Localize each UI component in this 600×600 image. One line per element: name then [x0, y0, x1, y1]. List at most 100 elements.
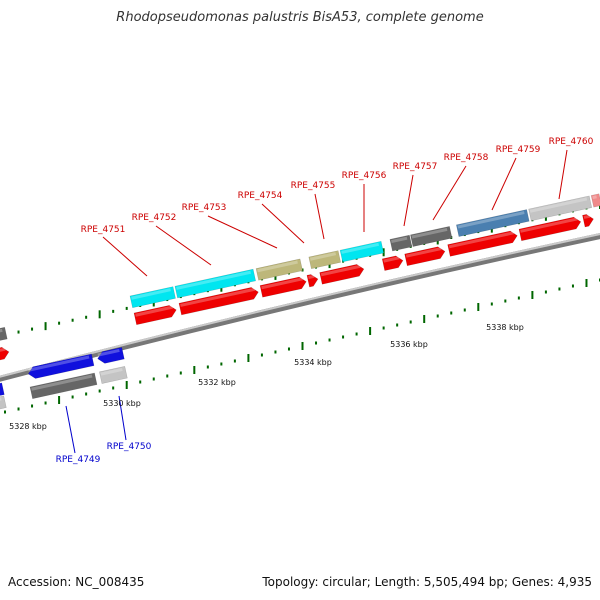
gene-callout-line: [403, 174, 414, 227]
minor-tick: [274, 350, 277, 354]
feature-shine: [391, 236, 408, 244]
gene-callout-line: [314, 193, 325, 240]
feature-shine: [529, 197, 588, 213]
gene-rpe-4757-category[interactable]: [389, 234, 413, 252]
gene-label-rpe-4755[interactable]: RPE_4755: [291, 181, 336, 191]
gene-next-category[interactable]: [590, 193, 600, 208]
minor-tick: [490, 302, 493, 306]
gene-callouts: RPE_4751 RPE_4752 RPE_4753 RPE_4754 RPE_4755…: [56, 137, 594, 465]
gene-next-cds[interactable]: [582, 213, 594, 228]
minor-tick: [206, 365, 209, 369]
gene-rpe-4752-cds[interactable]: [178, 286, 260, 316]
feature-shine: [0, 347, 6, 353]
gene-label-rpe-4753[interactable]: RPE_4753: [182, 203, 227, 213]
gene-prev-cds[interactable]: [0, 346, 10, 362]
position-label: 5336 kbp: [390, 340, 428, 349]
gene-rpe-4751-category[interactable]: [129, 286, 176, 309]
position-labels: 5328 kbp 5330 kbp 5332 kbp 5334 kbp 5336 kbp…: [9, 323, 524, 431]
minor-tick: [287, 347, 290, 351]
gene-label-rpe-4749[interactable]: RPE_4749: [56, 455, 101, 465]
position-label: 5332 kbp: [198, 378, 236, 387]
gene-callout-line: [65, 405, 76, 454]
minor-tick: [85, 392, 88, 396]
gene-callout-line: [102, 236, 148, 277]
gene-rpe-4755-category[interactable]: [308, 250, 341, 270]
minor-tick: [125, 306, 128, 310]
feature-shine: [0, 397, 2, 402]
page-title: Rhodopseudomonas palustris BisA53, compl…: [116, 10, 484, 25]
minor-tick: [71, 395, 74, 399]
left-reverse-category-fragment: [0, 395, 7, 411]
left-cds-fragment: [0, 346, 10, 362]
gene-rpe-4749-category[interactable]: [29, 372, 98, 400]
major-tick: [98, 310, 101, 319]
gene-rpe-4751-cds[interactable]: [133, 304, 178, 326]
gene-label-rpe-4756[interactable]: RPE_4756: [342, 171, 387, 181]
minor-tick: [571, 284, 574, 288]
minor-tick: [409, 320, 412, 324]
gene-rpe-4756-category[interactable]: [339, 240, 384, 263]
gene-label-rpe-4758[interactable]: RPE_4758: [444, 153, 489, 163]
gene-rpe-4753-cds[interactable]: [259, 276, 308, 298]
gene-rpe-4758-category[interactable]: [410, 226, 453, 247]
gene-rpe-4755-cds[interactable]: [319, 263, 366, 285]
gene-prev-category[interactable]: [0, 326, 8, 343]
major-tick: [58, 396, 61, 404]
gene-label-rpe-4760[interactable]: RPE_4760: [549, 137, 594, 147]
gene-prev-reverse-category[interactable]: [0, 395, 7, 411]
position-label: 5334 kbp: [294, 358, 332, 367]
gene-label-rpe-4752[interactable]: RPE_4752: [132, 213, 177, 223]
gene-label-rpe-4751[interactable]: RPE_4751: [81, 225, 126, 235]
major-tick: [301, 342, 304, 350]
feature-shine: [308, 274, 315, 279]
gene-callout-line: [432, 165, 467, 221]
gene-callout-line: [261, 203, 305, 244]
gene-rpe-4753-category[interactable]: [255, 258, 303, 281]
minor-tick: [355, 332, 358, 336]
gene-label-rpe-4754[interactable]: RPE_4754: [238, 191, 283, 201]
gene-label-rpe-4757[interactable]: RPE_4757: [393, 162, 438, 172]
feature-shine: [135, 305, 173, 317]
feature-shine: [28, 355, 90, 372]
forward-category-row: [129, 193, 600, 309]
minor-tick: [44, 401, 47, 405]
feature-shine: [257, 260, 298, 273]
gene-rpe-4750-category[interactable]: [99, 366, 128, 384]
minor-tick: [17, 407, 20, 411]
feature-shine: [261, 277, 303, 290]
feature-shine: [100, 367, 123, 376]
feature-shine: [31, 374, 93, 391]
feature-shine: [592, 195, 597, 200]
minor-tick: [450, 311, 453, 315]
feature-shine: [448, 231, 514, 249]
feature-shine: [176, 270, 252, 290]
feature-shine: [457, 211, 525, 229]
gene-rpe-4760-category[interactable]: [528, 195, 593, 222]
gene-callout-line: [558, 149, 568, 200]
gene-rpe-4752-category[interactable]: [174, 268, 256, 299]
gene-rpe-4759-category[interactable]: [456, 209, 530, 237]
minor-tick: [558, 287, 561, 291]
minor-tick: [220, 362, 223, 366]
gene-label-rpe-4759[interactable]: RPE_4759: [496, 145, 541, 155]
gene-rpe-4757-cds[interactable]: [381, 255, 404, 271]
feature-shine: [0, 328, 3, 334]
feature-track: [0, 193, 600, 411]
minor-tick: [328, 338, 331, 342]
gene-rpe-4750-cds[interactable]: [96, 347, 125, 364]
gene-prev-reverse-cds[interactable]: [0, 382, 5, 397]
major-tick: [477, 303, 480, 311]
gene-rpe-4749-cds[interactable]: [27, 353, 95, 380]
gene-rpe-4759-cds[interactable]: [447, 230, 519, 257]
gene-rpe-4754-cds[interactable]: [306, 273, 319, 288]
gene-label-rpe-4750[interactable]: RPE_4750: [107, 442, 152, 452]
gene-rpe-4760-cds[interactable]: [518, 216, 582, 242]
gene-rpe-4758-cds[interactable]: [404, 245, 447, 267]
minor-tick: [463, 308, 466, 312]
minor-tick: [436, 314, 439, 318]
left-reverse-fragment: [0, 382, 5, 397]
minor-tick: [301, 268, 304, 272]
gene-callout-line: [118, 395, 127, 441]
major-tick: [531, 291, 534, 299]
major-tick: [247, 354, 250, 362]
